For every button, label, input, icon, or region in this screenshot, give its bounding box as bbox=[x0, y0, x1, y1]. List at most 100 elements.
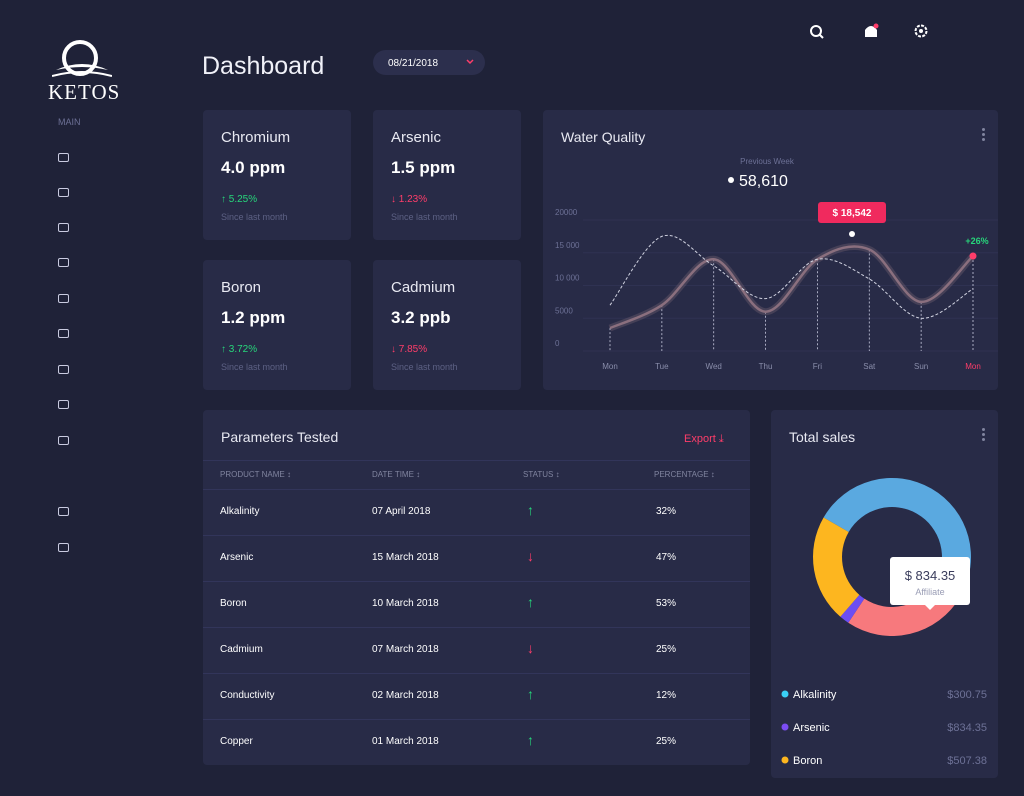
x-tick-label: Tue bbox=[655, 362, 669, 371]
stat-card: Boron 1.2 ppm ↑ 3.72% Since last month bbox=[203, 260, 351, 390]
stat-change: ↓ 1.23% bbox=[391, 194, 427, 205]
settings[interactable] bbox=[914, 24, 928, 38]
status-arrow: ↓ bbox=[527, 548, 534, 564]
cell-date: 15 March 2018 bbox=[372, 552, 439, 563]
brand: KETOS bbox=[48, 80, 121, 104]
stat-value: 4.0 ppm bbox=[221, 158, 286, 177]
stat-name: Cadmium bbox=[391, 279, 456, 296]
trend-arrow: ↓ bbox=[391, 344, 399, 355]
search[interactable] bbox=[810, 25, 824, 39]
legend-dot bbox=[781, 723, 789, 731]
cell-date: 07 March 2018 bbox=[372, 644, 439, 655]
series-line bbox=[609, 245, 974, 330]
export-button[interactable]: Export ⤓ bbox=[684, 433, 724, 445]
stat-value: 1.5 ppm bbox=[391, 158, 456, 177]
x-tick-label: Sat bbox=[863, 362, 876, 371]
x-tick-label: Wed bbox=[706, 362, 722, 371]
column-label: STATUS bbox=[523, 470, 554, 479]
y-tick-label: 15 000 bbox=[555, 241, 580, 250]
column-header[interactable]: DATE TIME ↕ bbox=[372, 470, 420, 479]
logo-mark bbox=[51, 40, 113, 77]
chevron bbox=[466, 59, 474, 65]
sort-icon: ↕ bbox=[708, 470, 715, 479]
y-tick-label: 0 bbox=[555, 339, 560, 348]
y-tick-label: 10 000 bbox=[555, 274, 580, 283]
cell-name: Arsenic bbox=[220, 552, 254, 563]
nav-icon[interactable] bbox=[58, 543, 69, 552]
stat-change: ↓ 7.85% bbox=[391, 344, 427, 355]
nav-icon[interactable] bbox=[58, 153, 69, 162]
legend-dot bbox=[781, 690, 789, 698]
status-arrow: ↑ bbox=[527, 594, 534, 610]
cell-name: Copper bbox=[220, 736, 253, 747]
nav-icon[interactable] bbox=[58, 188, 69, 197]
change-value: 7.85% bbox=[398, 344, 428, 355]
menu[interactable] bbox=[982, 128, 986, 143]
status-arrow: ↑ bbox=[527, 686, 534, 702]
tooltip-value: $ 834.35 bbox=[905, 568, 956, 583]
nav-icon[interactable] bbox=[58, 223, 69, 232]
column-header[interactable]: STATUS ↕ bbox=[523, 470, 560, 479]
change-value: 5.25% bbox=[228, 194, 258, 205]
card-title: Total sales bbox=[789, 429, 856, 445]
status-arrow: ↑ bbox=[527, 732, 534, 748]
column-header[interactable]: PRODUCT NAME ↕ bbox=[220, 470, 291, 479]
stat-name: Boron bbox=[221, 279, 262, 296]
stat-card: Chromium 4.0 ppm ↑ 5.25% Since last month bbox=[203, 110, 351, 240]
cell-date: 01 March 2018 bbox=[372, 736, 439, 747]
legend-dot bbox=[781, 756, 789, 764]
menu[interactable] bbox=[982, 428, 986, 443]
stat-card: Cadmium 3.2 ppb ↓ 7.85% Since last month bbox=[373, 260, 521, 390]
end-point bbox=[969, 252, 977, 260]
trend-arrow: ↓ bbox=[391, 194, 399, 205]
stat-note: Since last month bbox=[391, 212, 458, 222]
change-value: 3.72% bbox=[228, 344, 258, 355]
logo[interactable]: KETOS bbox=[48, 40, 119, 104]
stat-card: Arsenic 1.5 ppm ↓ 1.23% Since last month bbox=[373, 110, 521, 240]
toolbar bbox=[810, 23, 928, 39]
cell-percentage: 25% bbox=[656, 736, 677, 747]
legend-name: Boron bbox=[793, 755, 822, 767]
nav-icon[interactable] bbox=[58, 507, 69, 516]
sort-icon: ↕ bbox=[413, 470, 421, 479]
table-row: Arsenic 15 March 2018 ↓ 47% bbox=[203, 535, 750, 582]
notifications[interactable] bbox=[865, 23, 879, 38]
parameters-card: Parameters Tested Export ⤓ PRODUCT NAME … bbox=[203, 410, 750, 765]
summary-value: 58,610 bbox=[739, 173, 788, 190]
legend-value: $507.38 bbox=[947, 755, 987, 767]
column-label: DATE TIME bbox=[372, 470, 414, 479]
table-row: Alkalinity 07 April 2018 ↑ 32% bbox=[203, 489, 750, 536]
export-label: Export bbox=[684, 433, 716, 445]
stat-name: Chromium bbox=[221, 129, 291, 146]
x-tick-label: Thu bbox=[759, 362, 773, 371]
column-header[interactable]: PERCENTAGE ↕ bbox=[654, 470, 715, 479]
stat-name: Arsenic bbox=[391, 129, 442, 146]
y-tick-label: 20000 bbox=[555, 208, 578, 217]
nav-icon[interactable] bbox=[58, 436, 69, 445]
nav-icon[interactable] bbox=[58, 258, 69, 267]
column-label: PERCENTAGE bbox=[654, 470, 709, 479]
nav-icon[interactable] bbox=[58, 400, 69, 409]
nav-icon[interactable] bbox=[58, 365, 69, 374]
date-picker[interactable]: 08/21/2018 bbox=[373, 50, 485, 75]
cell-percentage: 12% bbox=[656, 690, 677, 701]
card-title: Parameters Tested bbox=[221, 429, 339, 445]
legend-value: $300.75 bbox=[947, 689, 987, 701]
stat-note: Since last month bbox=[221, 212, 288, 222]
cell-date: 10 March 2018 bbox=[372, 598, 439, 609]
status-arrow: ↑ bbox=[527, 502, 534, 518]
highlight-value: $ 18,542 bbox=[833, 208, 872, 219]
x-tick-label: Mon bbox=[965, 362, 981, 371]
table-header: PRODUCT NAME ↕ DATE TIME ↕ STATUS ↕ PERCENT… bbox=[203, 460, 750, 490]
end-change: +26% bbox=[965, 236, 988, 246]
cell-name: Conductivity bbox=[220, 690, 275, 701]
legend-name: Arsenic bbox=[793, 722, 830, 734]
nav-icon[interactable] bbox=[58, 294, 69, 303]
nav-icon[interactable] bbox=[58, 329, 69, 338]
water-quality-chart: Previous Week 58,610 0 5000 10 000 15 000 2000… bbox=[555, 157, 998, 371]
donut-segment bbox=[813, 517, 860, 617]
cell-percentage: 32% bbox=[656, 506, 677, 517]
stat-note: Since last month bbox=[221, 362, 288, 372]
trend-arrow: ↑ bbox=[221, 194, 229, 205]
